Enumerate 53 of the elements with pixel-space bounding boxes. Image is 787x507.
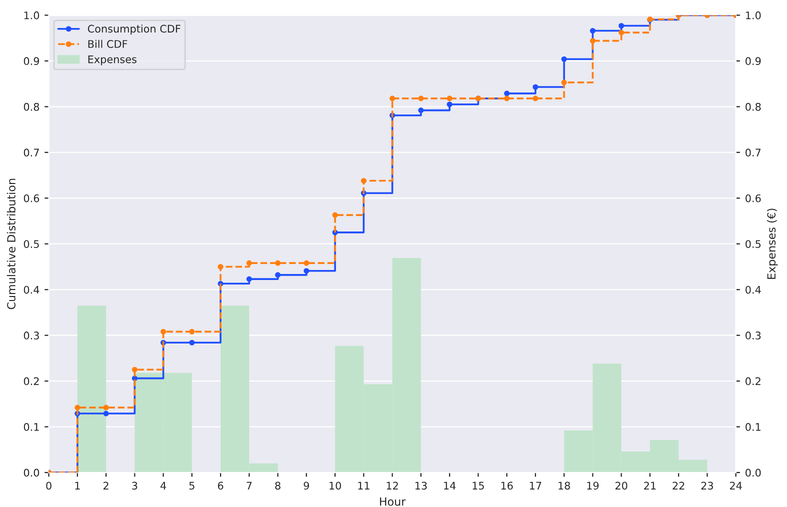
y-tick-label: 0.1 [24, 423, 39, 431]
y2-tick-label: 1.0 [746, 11, 761, 20]
x-tick-label: 8 [275, 482, 280, 490]
y2-tick-label: 0.7 [746, 148, 761, 157]
x-tick-label: 10 [330, 482, 341, 490]
y2-tick-label: 0.6 [746, 194, 761, 202]
y-axis-title: Cumulative Distribution [6, 178, 16, 310]
y2-tick-label: 0.8 [746, 102, 761, 111]
x-tick-label: 1 [75, 482, 80, 490]
y2-tick-label: 0.1 [746, 423, 760, 431]
x-tick-label: 9 [304, 482, 310, 490]
y-tick-label: 0.5 [24, 240, 39, 248]
x-tick-label: 6 [218, 482, 224, 490]
x-tick-label: 5 [189, 482, 194, 490]
y-tick-label: 0.3 [24, 332, 39, 340]
x-tick-label: 13 [415, 482, 427, 490]
y2-tick-label: 0.2 [746, 377, 760, 386]
y-tick-label: 0.8 [24, 102, 40, 111]
y2-tick-label: 0.4 [746, 286, 761, 294]
y-tick-label: 1.0 [24, 11, 40, 20]
legend-label: Consumption CDF [88, 24, 180, 35]
y-tick-label: 0.9 [24, 57, 40, 66]
x-tick-label: 23 [701, 482, 714, 490]
y-tick-label: 0.0 [24, 468, 40, 477]
x-tick-label: 7 [246, 482, 252, 490]
x-tick-label: 21 [644, 482, 656, 490]
x-tick-label: 2 [104, 482, 108, 490]
x-tick-label: 22 [672, 482, 684, 490]
x-tick-label: 15 [472, 482, 484, 490]
x-tick-label: 0 [46, 482, 52, 490]
y2-axis-title: Expenses (€) [767, 208, 778, 279]
x-tick-label: 24 [730, 482, 742, 490]
x-tick-label: 20 [615, 482, 628, 490]
y-tick-label: 0.7 [24, 148, 39, 157]
x-tick-label: 18 [558, 482, 570, 490]
y-tick-label: 0.2 [24, 377, 39, 386]
y-tick-label: 0.6 [24, 194, 40, 202]
y2-tick-label: 0.9 [746, 57, 761, 66]
x-tick-label: 3 [132, 482, 138, 490]
legend-label: Bill CDF [88, 40, 128, 48]
x-axis-title: Hour [380, 498, 406, 506]
y2-tick-label: 0.3 [746, 332, 761, 340]
x-tick-label: 4 [160, 482, 166, 490]
x-tick-label: 17 [530, 482, 542, 490]
y2-tick-label: 0.5 [746, 240, 761, 248]
y-tick-label: 0.4 [24, 286, 40, 294]
x-tick-label: 11 [358, 482, 370, 490]
y2-tick-label: 0.0 [746, 468, 761, 477]
x-tick-label: 12 [386, 482, 398, 490]
legend-label: Expenses [88, 55, 136, 66]
x-tick-label: 19 [587, 482, 599, 490]
x-tick-label: 16 [501, 482, 513, 490]
x-tick-label: 14 [444, 482, 456, 490]
